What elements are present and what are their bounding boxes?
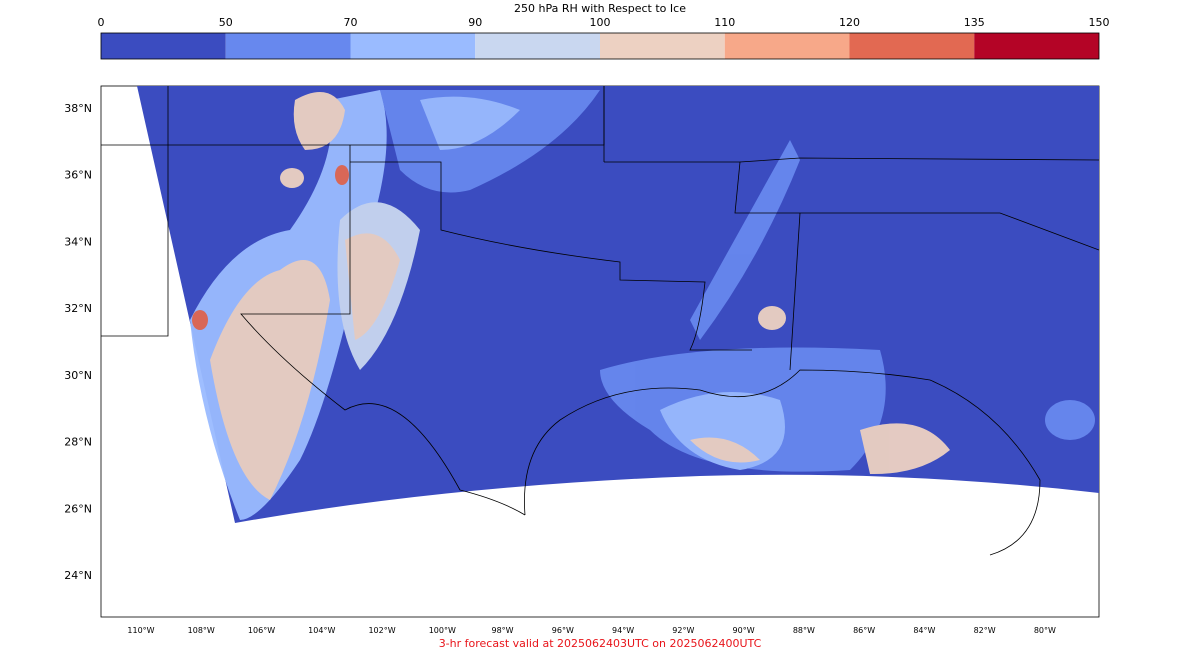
- lat-label: 32°N: [64, 302, 92, 315]
- lon-label: 108°W: [188, 626, 215, 635]
- lon-label: 98°W: [492, 626, 514, 635]
- colorbar-tick-label: 90: [468, 16, 482, 29]
- lon-label: 110°W: [127, 626, 154, 635]
- colorbar-swatch: [350, 33, 476, 59]
- lon-label: 106°W: [248, 626, 275, 635]
- colorbar-swatch: [849, 33, 975, 59]
- lat-label: 38°N: [64, 102, 92, 115]
- lon-label: 102°W: [368, 626, 395, 635]
- lon-label: 104°W: [308, 626, 335, 635]
- lat-label: 24°N: [64, 569, 92, 582]
- lon-label: 84°W: [913, 626, 935, 635]
- lon-label: 94°W: [612, 626, 634, 635]
- colorbar-swatch: [974, 33, 1099, 59]
- lon-label: 82°W: [974, 626, 996, 635]
- colorbar-swatch: [600, 33, 725, 59]
- colorbar-tick-label: 50: [219, 16, 233, 29]
- lat-label: 28°N: [64, 436, 92, 449]
- colorbar-swatch: [475, 33, 600, 59]
- colorbar-tick-label: 110: [714, 16, 735, 29]
- colorbar-frame: [100, 32, 1100, 60]
- colorbar-tick-label: 150: [1089, 16, 1110, 29]
- lon-label: 100°W: [429, 626, 456, 635]
- colorbar-tick-label: 135: [964, 16, 985, 29]
- lon-label: 90°W: [733, 626, 755, 635]
- colorbar-tick-label: 100: [590, 16, 611, 29]
- boundaries: [101, 86, 1100, 556]
- colorbar-tick-label: 70: [344, 16, 358, 29]
- lat-label: 26°N: [64, 502, 92, 515]
- lon-label: 80°W: [1034, 626, 1056, 635]
- title: 250 hPa RH with Respect to Ice: [514, 2, 686, 15]
- colorbar: 0 50 70 90 100 110 120 135 150: [98, 16, 1110, 60]
- lon-label: 88°W: [793, 626, 815, 635]
- lat-label: 30°N: [64, 369, 92, 382]
- lon-label: 96°W: [552, 626, 574, 635]
- colorbar-tick-label: 0: [98, 16, 105, 29]
- lat-label: 36°N: [64, 169, 92, 182]
- rh-features: [190, 90, 1095, 520]
- lat-label: 34°N: [64, 235, 92, 248]
- colorbar-tick-label: 120: [839, 16, 860, 29]
- lon-label: 86°W: [853, 626, 875, 635]
- lon-label: 92°W: [672, 626, 694, 635]
- footer-caption: 3-hr forecast valid at 2025062403UTC on …: [439, 637, 762, 650]
- colorbar-swatch: [724, 33, 850, 59]
- colorbar-swatch: [225, 33, 351, 59]
- colorbar-swatch: [101, 33, 226, 59]
